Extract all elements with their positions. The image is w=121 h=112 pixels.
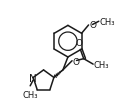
Text: N: N [29, 73, 37, 83]
Text: O: O [76, 39, 83, 48]
Text: CH₃: CH₃ [99, 18, 115, 27]
Text: CH₃: CH₃ [94, 61, 109, 69]
Text: O: O [89, 21, 96, 30]
Text: CH₃: CH₃ [22, 90, 38, 99]
Text: O: O [72, 57, 79, 66]
